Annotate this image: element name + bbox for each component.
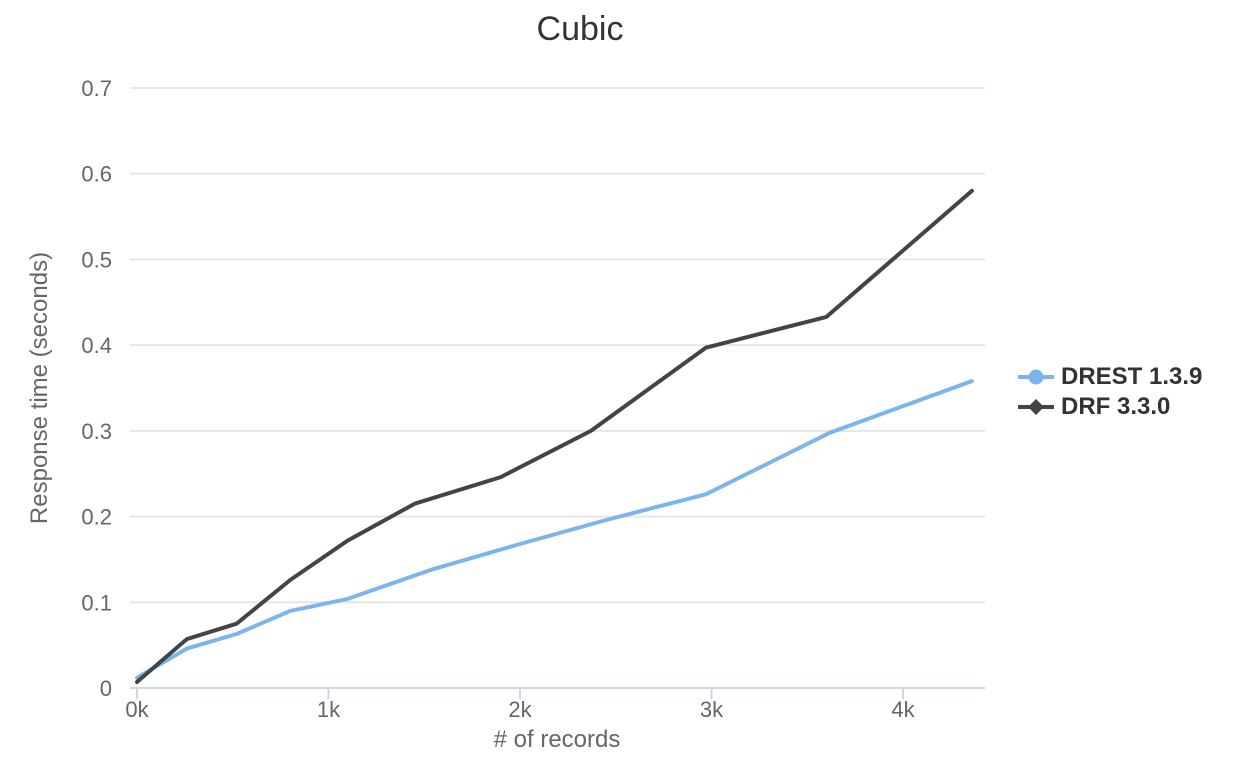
legend-item-drest[interactable]: DREST 1.3.9 <box>1016 362 1202 392</box>
y-tick-label: 0.4 <box>81 333 112 358</box>
x-axis-title: # of records <box>493 726 621 753</box>
line-circle-marker-icon <box>1018 369 1054 385</box>
line-diamond-marker-icon <box>1018 399 1054 415</box>
legend-label-drest: DREST 1.3.9 <box>1061 363 1203 390</box>
y-tick-label: 0.5 <box>81 247 112 272</box>
x-tick-label: 1k <box>317 697 341 722</box>
x-tick-label: 2k <box>508 697 532 722</box>
y-tick-label: 0.7 <box>81 76 112 101</box>
series-line-0 <box>135 379 974 680</box>
x-tick-label: 4k <box>891 697 915 722</box>
series-line-1 <box>135 188 974 684</box>
y-tick-label: 0.1 <box>81 590 112 615</box>
y-tick-label: 0.3 <box>81 419 112 444</box>
y-axis-title: Response time (seconds) <box>26 251 53 525</box>
legend-label-drf: DRF 3.3.0 <box>1061 393 1171 420</box>
legend: DREST 1.3.9 DRF 3.3.0 <box>1016 362 1202 422</box>
x-tick-label: 0k <box>125 697 149 722</box>
legend-item-drf[interactable]: DRF 3.3.0 <box>1016 392 1202 422</box>
chart-title: Cubic <box>536 10 624 48</box>
x-tick-label: 3k <box>700 697 724 722</box>
y-tick-label: 0.6 <box>81 162 112 187</box>
y-tick-label: 0 <box>100 676 112 701</box>
y-tick-label: 0.2 <box>81 505 112 530</box>
